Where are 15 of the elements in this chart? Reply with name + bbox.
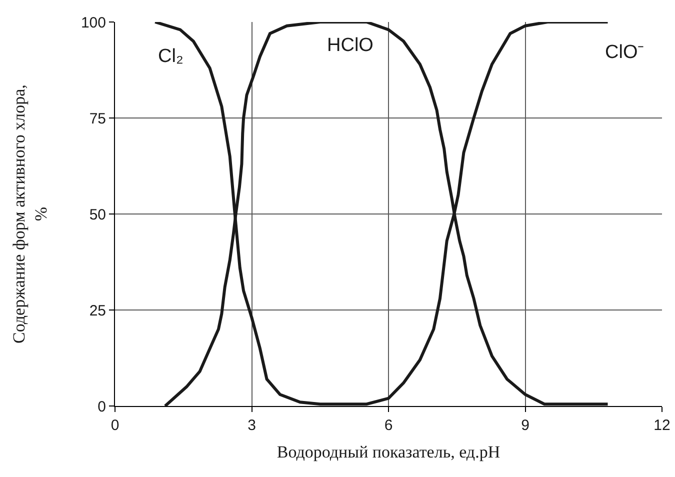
annotation: HClO: [327, 35, 374, 56]
x-tick-label: 12: [654, 417, 670, 434]
y-tick-label: 100: [80, 14, 106, 32]
annotation: Cl₂: [158, 46, 184, 67]
y-tick-label: 50: [89, 206, 106, 224]
y-tick-label: 0: [98, 398, 106, 416]
x-tick-label: 6: [384, 417, 393, 434]
y-axis-title: Содержание форм активного хлора, %: [9, 84, 51, 344]
x-tick-label: 0: [110, 417, 120, 434]
y-tick-label: 75: [89, 110, 106, 128]
x-tick-label: 9: [521, 417, 530, 434]
x-tick-label: 3: [248, 417, 256, 434]
y-tick-label: 25: [89, 302, 106, 320]
x-axis-title: Водородный показатель, ед.pH: [276, 442, 500, 462]
annotation: ClO⁻: [605, 42, 644, 63]
